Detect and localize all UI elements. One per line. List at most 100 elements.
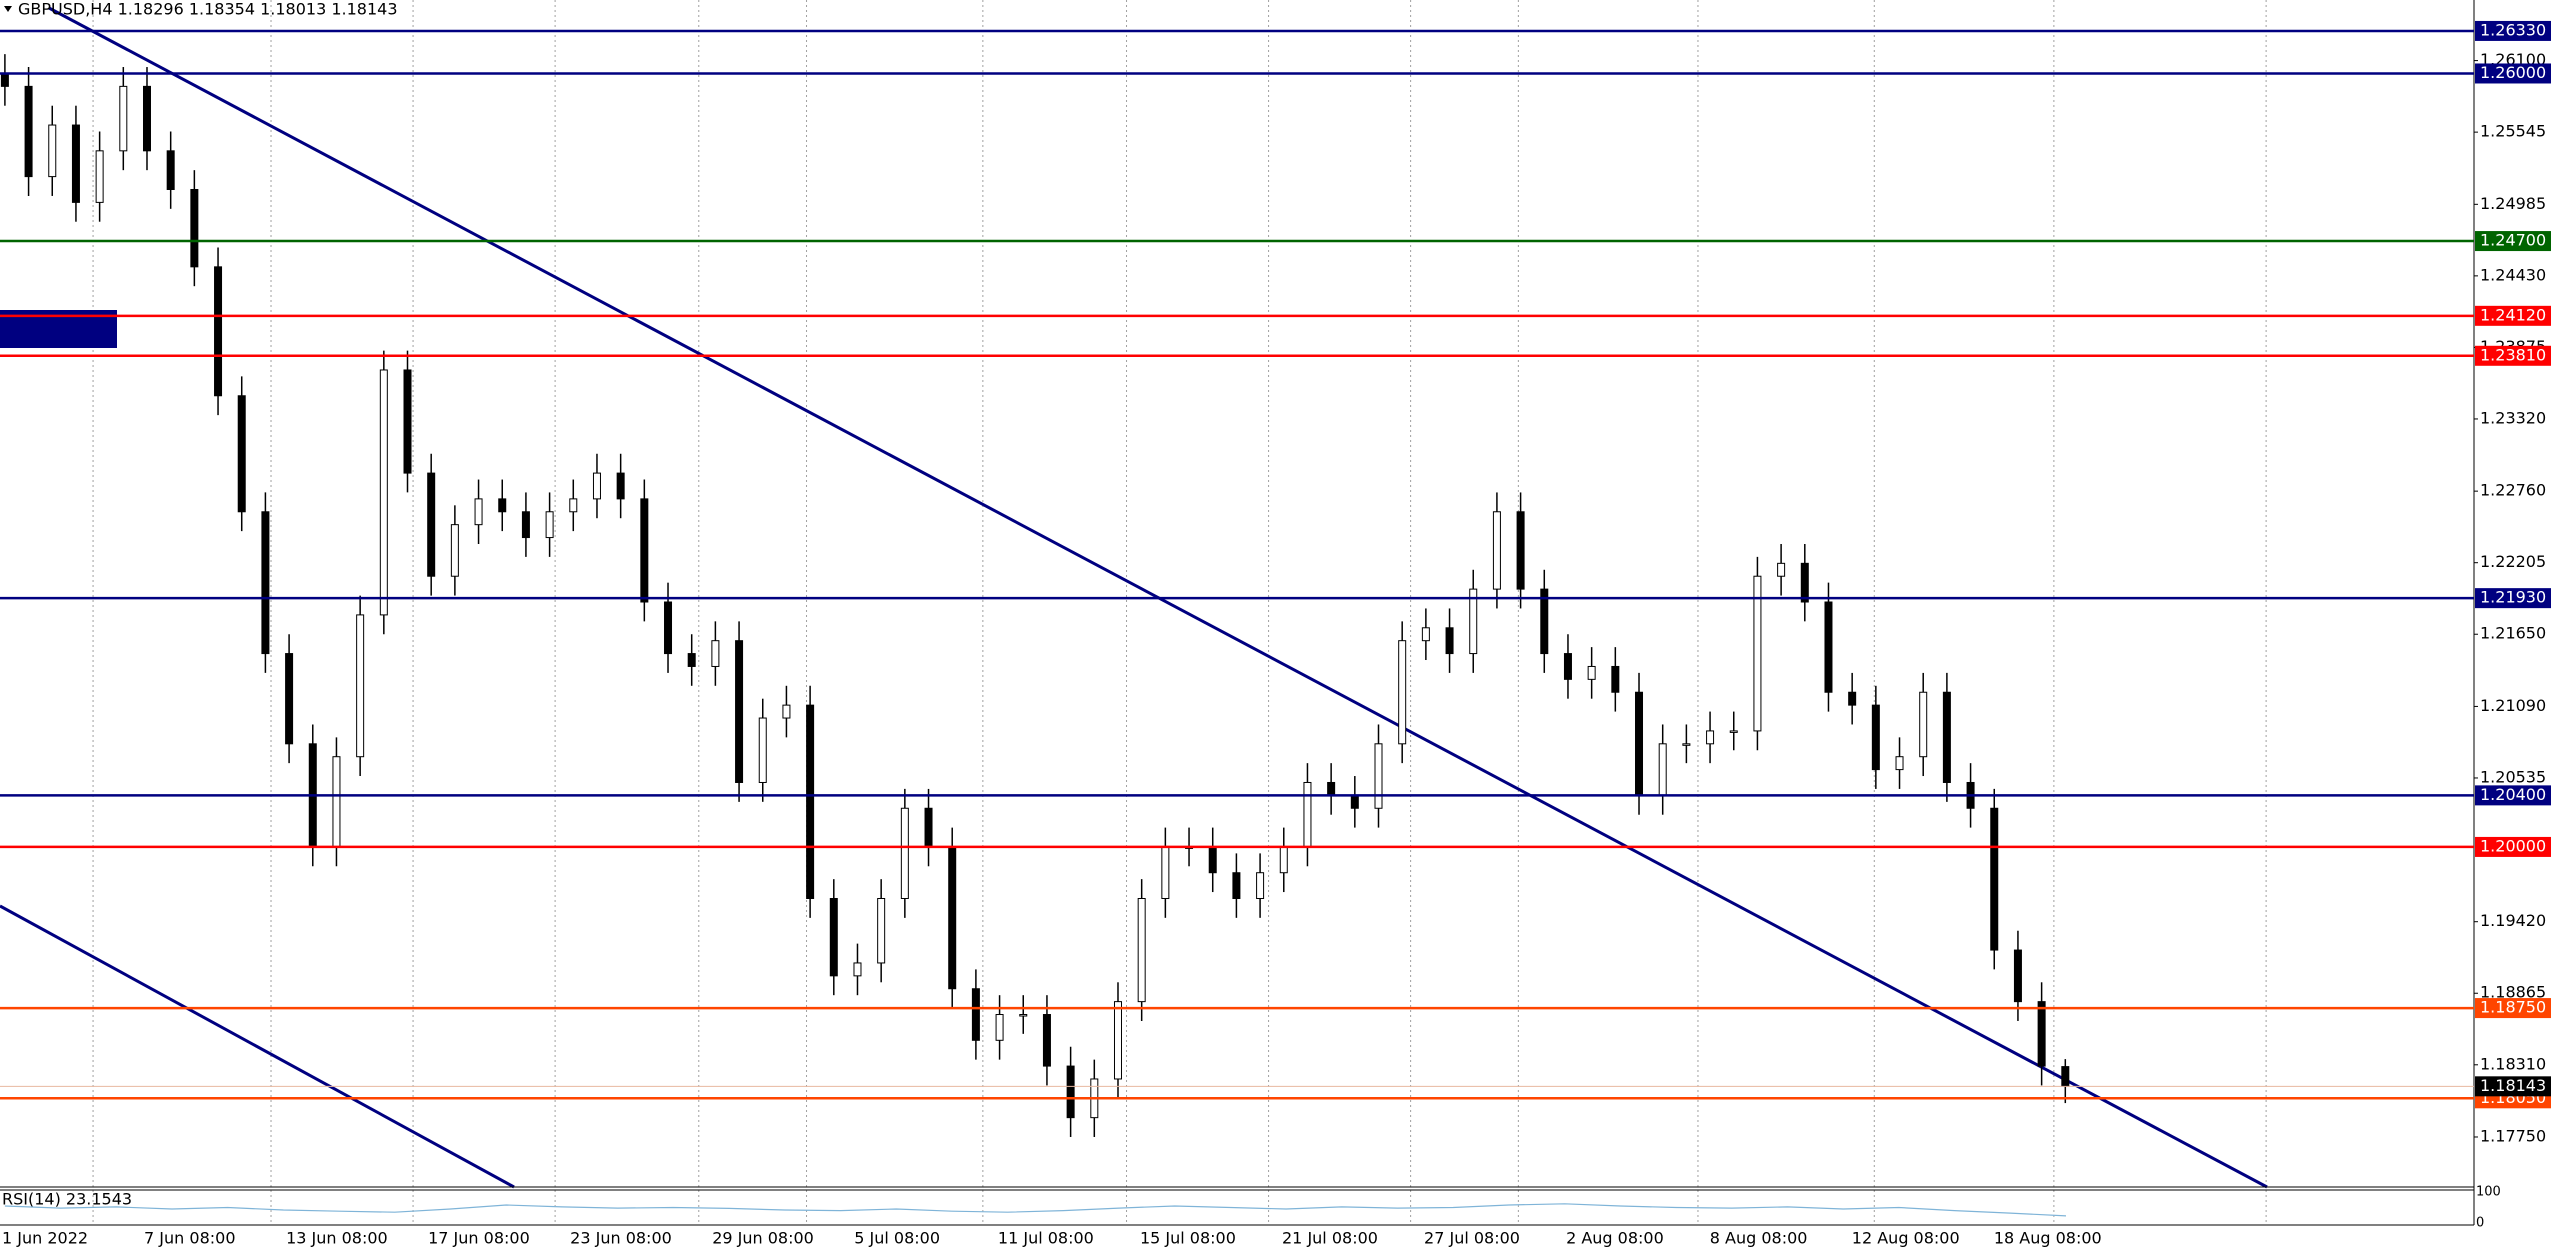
candle-body [1137,898,1146,1003]
candle-body [285,653,294,745]
rsi-line [4,1203,2067,1217]
candle-body [782,704,791,719]
candle-body [1113,1001,1122,1080]
level-label: 1.21930 [2480,588,2546,607]
candle-body [166,150,175,190]
candle-body [2061,1066,2070,1087]
candle-body [1374,743,1383,809]
candle-body [1611,665,1620,693]
candle-body [1327,781,1336,796]
level-label: 1.24120 [2480,305,2546,324]
candle-body [214,266,223,397]
grid [92,0,2267,1225]
candle-body [1445,627,1454,655]
candle-body [1019,1014,1028,1017]
x-tick-label: 29 Jun 08:00 [712,1229,814,1248]
candle-body [1729,730,1738,733]
level-label: 1.26330 [2480,20,2546,39]
candle-body [2013,949,2022,1003]
candle-body [1871,704,1880,771]
candle-body [545,511,554,539]
candle-body [1753,575,1762,732]
candle-body [95,150,104,203]
rsi-tick-label: 100 [2476,1185,2501,1200]
x-tick-label: 11 Jul 08:00 [998,1229,1094,1248]
candle-body [24,85,33,178]
x-tick-label: 12 Aug 08:00 [1852,1229,1960,1248]
level-label-box [2475,63,2551,84]
y-tick-label: 1.24430 [2480,265,2546,284]
y-tick-label: 1.22205 [2480,552,2546,571]
rsi-label: RSI(14) 23.1543 [2,1190,132,1209]
candle-body [1563,653,1572,680]
x-tick-label: 1 Jun 2022 [2,1229,88,1248]
x-tick-label: 7 Jun 08:00 [144,1229,235,1248]
candle-body [1800,562,1809,603]
level-label-box [2475,836,2551,857]
x-tick-label: 15 Jul 08:00 [1140,1229,1236,1248]
candle-body [1848,691,1857,706]
candle-body [877,898,886,964]
candle-body [1421,627,1430,642]
candle-body [1256,872,1265,900]
candle-body [687,653,696,667]
level-label-box [2475,20,2551,41]
level-label-box [2475,1076,2551,1097]
candle-body [1635,691,1644,796]
y-tick-label: 1.17750 [2480,1126,2546,1145]
x-tick-label: 13 Jun 08:00 [286,1229,388,1248]
level-label: 1.20000 [2480,836,2546,855]
candle-body [758,717,767,783]
level-label: 1.24700 [2480,231,2546,250]
candle-body [190,188,199,268]
level-label-box [2475,588,2551,609]
candle-body [1066,1065,1075,1119]
level-label: 1.18750 [2480,998,2546,1017]
candle-body [640,498,649,603]
candle-body [474,498,483,526]
menu-triangle[interactable] [4,6,12,12]
candle-body [1540,588,1549,655]
y-tick-label: 1.25545 [2480,122,2546,141]
candle-body [1990,807,1999,951]
candle-body [71,124,80,203]
x-tick-label: 5 Jul 08:00 [854,1229,940,1248]
candle-body [616,472,625,500]
y-tick-label: 1.21650 [2480,624,2546,643]
level-label: 1.18143 [2480,1076,2546,1095]
candle-body [332,756,341,848]
candle-body [924,807,933,848]
chart-title: GBPUSD,H4 1.18296 1.18354 1.18013 1.1814… [18,0,398,19]
candle-body [403,369,412,474]
candle-body [379,369,388,616]
candle-body [1516,511,1525,590]
candle-body [1303,781,1312,848]
y-tick-label: 1.20535 [2480,767,2546,786]
candle-body [119,85,128,152]
level-label: 1.23810 [2480,345,2546,364]
x-tick-label: 18 Aug 08:00 [1994,1229,2102,1248]
candle-body [521,511,530,539]
candle-body [1942,691,1951,783]
candle-body [1469,588,1478,655]
y-tick-label: 1.18865 [2480,983,2546,1002]
x-tick-label: 8 Aug 08:00 [1710,1229,1808,1248]
candle-body [427,472,436,577]
x-tick-label: 2 Aug 08:00 [1566,1229,1664,1248]
level-label-box [2475,231,2551,252]
x-tick-label: 21 Jul 08:00 [1282,1229,1378,1248]
candle-body [995,1014,1004,1041]
level-label: 1.20400 [2480,785,2546,804]
candle-body [1042,1014,1051,1067]
rsi-tick-label: 0 [2476,1216,2484,1231]
y-tick-label: 1.21090 [2480,696,2546,715]
x-tick-label: 27 Jul 08:00 [1424,1229,1520,1248]
candle-body [48,124,57,178]
candle-body [1232,872,1241,900]
candle-body [1350,794,1359,809]
candle-body [356,614,365,758]
trend-line [0,904,515,1189]
candle-body [806,704,815,900]
